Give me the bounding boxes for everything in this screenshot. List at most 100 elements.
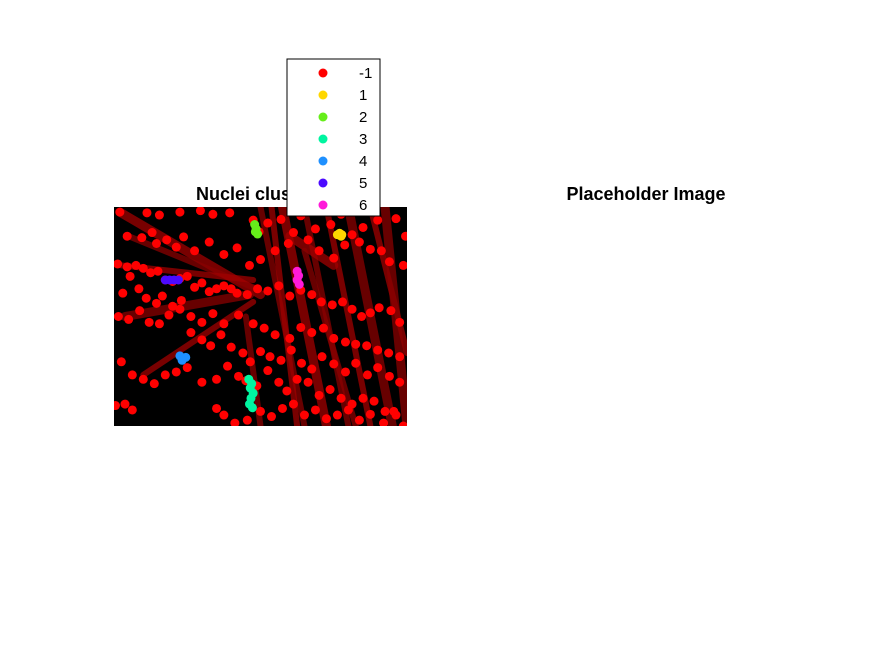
scatter-point-cluster--1 [118,289,127,298]
legend-label: 5 [359,175,367,192]
scatter-point-cluster--1 [337,394,346,403]
scatter-point-cluster--1 [304,235,313,244]
scatter-point-cluster--1 [233,289,242,298]
scatter-point-cluster--1 [355,238,364,247]
scatter-point-cluster--1 [285,334,294,343]
legend-label: 3 [359,131,367,148]
scatter-point-cluster--1 [370,397,379,406]
scatter-point-cluster--1 [263,219,272,228]
scatter-point-cluster--1 [219,319,228,328]
scatter-point-cluster--1 [289,400,298,409]
scatter-point-cluster--1 [366,308,375,317]
scatter-point-cluster--1 [175,208,184,217]
scatter-point-cluster--1 [197,278,206,287]
legend: -1 1 2 3 4 5 6 [287,59,380,216]
scatter-point-cluster--1 [148,228,157,237]
scatter-point-cluster--1 [234,311,243,320]
scatter-point-cluster-5 [174,276,183,285]
scatter-point-cluster--1 [135,306,144,315]
scatter-point-cluster--1 [223,362,232,371]
scatter-point-cluster--1 [366,245,375,254]
scatter-point-cluster--1 [319,324,328,333]
scatter-point-cluster--1 [152,299,161,308]
scatter-point-cluster--1 [219,250,228,259]
scatter-point-cluster--1 [243,290,252,299]
scatter-point-cluster--1 [111,401,120,410]
scatter-point-cluster--1 [238,349,247,358]
scatter-point-cluster--1 [128,370,137,379]
scatter-point-cluster--1 [271,246,280,255]
scatter-point-cluster--1 [172,243,181,252]
scatter-point-cluster--1 [348,230,357,239]
scatter-point-cluster--1 [322,414,331,423]
scatter-point-cluster--1 [256,255,265,264]
scatter-point-cluster--1 [274,281,283,290]
legend-label: 2 [359,109,367,126]
scatter-point-cluster--1 [401,232,410,241]
legend-marker [319,135,328,144]
scatter-point-cluster--1 [126,272,135,281]
legend-label: -1 [359,65,372,82]
scatter-point-cluster--1 [375,303,384,312]
scatter-point-cluster--1 [348,305,357,314]
scatter-point-cluster--1 [311,224,320,233]
scatter-point-cluster--1 [197,378,206,387]
scatter-point-cluster-1 [337,232,346,241]
scatter-point-cluster--1 [230,419,239,428]
scatter-point-cluster--1 [164,311,173,320]
legend-label: 4 [359,153,367,170]
plot-area [111,206,410,430]
scatter-point-cluster--1 [134,284,143,293]
scatter-point-cluster--1 [246,357,255,366]
scatter-point-cluster--1 [373,363,382,372]
scatter-point-cluster--1 [249,319,258,328]
legend-marker [319,113,328,122]
scatter-point-cluster-4 [178,356,187,365]
scatter-point-cluster--1 [362,341,371,350]
scatter-point-cluster--1 [359,394,368,403]
scatter-point-cluster--1 [256,407,265,416]
scatter-point-cluster--1 [245,261,254,270]
legend-marker [319,201,328,210]
scatter-point-cluster--1 [373,216,382,225]
scatter-point-cluster--1 [206,341,215,350]
scatter-point-cluster--1 [317,297,326,306]
scatter-point-cluster--1 [293,375,302,384]
scatter-point-cluster--1 [123,232,132,241]
scatter-point-cluster--1 [208,309,217,318]
scatter-point-cluster--1 [266,352,275,361]
legend-marker [319,69,328,78]
scatter-point-cluster--1 [155,319,164,328]
scatter-point-cluster--1 [137,233,146,242]
scatter-point-cluster--1 [338,297,347,306]
scatter-point-cluster--1 [366,410,375,419]
scatter-point-cluster--1 [307,290,316,299]
scatter-point-cluster--1 [114,312,123,321]
scatter-point-cluster--1 [329,254,338,263]
scatter-point-cluster--1 [227,343,236,352]
scatter-point-cluster--1 [186,312,195,321]
scatter-point-cluster--1 [274,378,283,387]
scatter-point-cluster--1 [183,272,192,281]
scatter-point-cluster--1 [263,286,272,295]
scatter-point-cluster--1 [115,208,124,217]
scatter-point-cluster--1 [315,391,324,400]
scatter-point-cluster--1 [205,238,214,247]
scatter-point-cluster--1 [186,328,195,337]
scatter-point-cluster--1 [243,416,252,425]
scatter-point-cluster--1 [297,359,306,368]
scatter-point-cluster--1 [216,330,225,339]
legend-marker [319,91,328,100]
scatter-point-cluster--1 [307,328,316,337]
scatter-point-cluster--1 [142,294,151,303]
scatter-point-cluster--1 [113,259,122,268]
scatter-point-cluster--1 [315,246,324,255]
scatter-point-cluster--1 [329,359,338,368]
legend-label: 1 [359,87,367,104]
scatter-point-cluster--1 [162,235,171,244]
scatter-point-cluster--1 [304,378,313,387]
scatter-point-cluster--1 [326,220,335,229]
scatter-point-cluster--1 [225,208,234,217]
scatter-point-cluster--1 [233,243,242,252]
scatter-point-cluster-6 [295,280,304,289]
